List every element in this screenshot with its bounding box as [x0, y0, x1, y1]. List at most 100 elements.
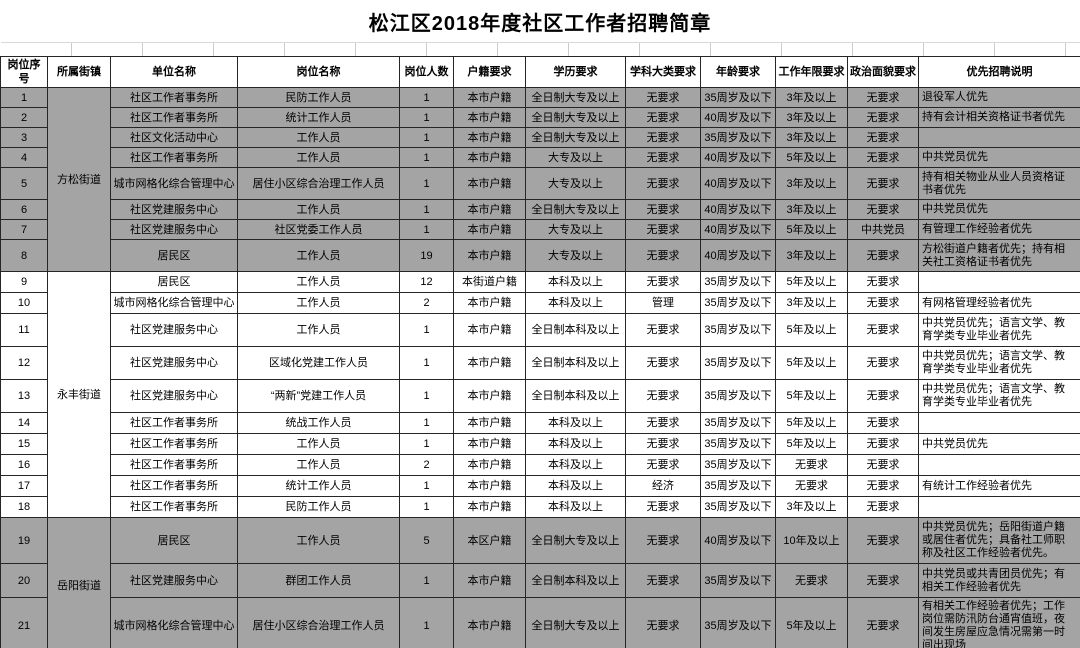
cell-position-count: 1	[399, 219, 454, 240]
cell-age-requirement: 35周岁及以下	[700, 127, 776, 148]
table-row: 16 社区工作者事务所 工作人员 2 本市户籍 本科及以上 无要求 35周岁及以下 无要求 无要求	[0, 454, 1080, 476]
cell-experience-requirement: 3年及以上	[775, 87, 848, 108]
table-row: 2 社区工作者事务所 统计工作人员 1 本市户籍 全日制大专及以上 无要求 40周岁及以下 3年…	[0, 107, 1080, 128]
cell-hukou-requirement: 本市户籍	[453, 597, 526, 648]
cell-education-requirement: 大专及以上	[525, 219, 626, 240]
table-row: 21 城市网格化综合管理中心 居住小区综合治理工作人员 1 本市户籍 全日制大专及以上 无要…	[0, 597, 1080, 648]
cell-priority-note: 有管理工作经验者优先	[918, 219, 1080, 240]
cell-unit-name: 社区党建服务中心	[110, 563, 238, 598]
table-row: 8 居民区 工作人员 19 本市户籍 大专及以上 无要求 40周岁及以下 3年及以上 无要求 方松街…	[0, 239, 1080, 272]
cell-major-requirement: 无要求	[625, 496, 701, 518]
cell-education-requirement: 大专及以上	[525, 147, 626, 168]
cell-hukou-requirement: 本市户籍	[453, 475, 526, 497]
cell-row-no: 5	[0, 167, 48, 200]
cell-unit-name: 社区党建服务中心	[110, 219, 238, 240]
cell-political-requirement: 无要求	[847, 433, 919, 455]
cell-political-requirement: 无要求	[847, 271, 919, 293]
cell-unit-name: 城市网格化综合管理中心	[110, 597, 238, 648]
header-political-requirement: 政治面貌要求	[847, 56, 919, 88]
cell-hukou-requirement: 本市户籍	[453, 239, 526, 272]
cell-row-no: 9	[0, 271, 48, 293]
header-hukou-requirement: 户籍要求	[453, 56, 526, 88]
cell-political-requirement: 无要求	[847, 454, 919, 476]
cell-education-requirement: 全日制大专及以上	[525, 517, 626, 564]
cell-priority-note: 中共党员优先；岳阳街道户籍或居住者优先；具备社工师职称及社区工作经验者优先。	[918, 517, 1080, 564]
cell-hukou-requirement: 本市户籍	[453, 433, 526, 455]
cell-unit-name: 社区工作者事务所	[110, 454, 238, 476]
cell-education-requirement: 全日制本科及以上	[525, 563, 626, 598]
cell-priority-note: 有网格管理经验者优先	[918, 292, 1080, 314]
cell-age-requirement: 35周岁及以下	[700, 313, 776, 347]
cell-major-requirement: 无要求	[625, 239, 701, 272]
blank-gridline-strip	[0, 42, 1080, 57]
header-age-requirement: 年龄要求	[700, 56, 776, 88]
cell-experience-requirement: 3年及以上	[775, 167, 848, 200]
cell-position-count: 1	[399, 475, 454, 497]
cell-age-requirement: 35周岁及以下	[700, 346, 776, 380]
cell-unit-name: 社区工作者事务所	[110, 496, 238, 518]
cell-priority-note	[918, 454, 1080, 476]
cell-position-count: 12	[399, 271, 454, 293]
cell-age-requirement: 35周岁及以下	[700, 597, 776, 648]
cell-education-requirement: 本科及以上	[525, 433, 626, 455]
cell-position-name: 工作人员	[237, 313, 400, 347]
cell-position-name: 工作人员	[237, 199, 400, 220]
cell-position-name: 民防工作人员	[237, 87, 400, 108]
cell-priority-note: 中共党员优先；语言文学、教育学类专业毕业者优先	[918, 346, 1080, 380]
cell-major-requirement: 无要求	[625, 127, 701, 148]
cell-position-name: 统计工作人员	[237, 475, 400, 497]
cell-position-count: 1	[399, 199, 454, 220]
cell-hukou-requirement: 本市户籍	[453, 219, 526, 240]
cell-experience-requirement: 5年及以上	[775, 271, 848, 293]
cell-position-count: 1	[399, 412, 454, 434]
cell-major-requirement: 管理	[625, 292, 701, 314]
cell-political-requirement: 无要求	[847, 167, 919, 200]
cell-experience-requirement: 5年及以上	[775, 147, 848, 168]
cell-major-requirement: 无要求	[625, 87, 701, 108]
header-unit-name: 单位名称	[110, 56, 238, 88]
cell-major-requirement: 无要求	[625, 271, 701, 293]
cell-priority-note: 中共党员或共青团员优先；有相关工作经验者优先	[918, 563, 1080, 598]
cell-unit-name: 城市网格化综合管理中心	[110, 167, 238, 200]
table-row: 1 方松街道 社区工作者事务所 民防工作人员 1 本市户籍 全日制大专及以上 无要求 35周岁及…	[0, 87, 1080, 272]
cell-priority-note	[918, 496, 1080, 518]
cell-priority-note: 方松街道户籍者优先；持有相关社工资格证书者优先	[918, 239, 1080, 272]
cell-education-requirement: 大专及以上	[525, 239, 626, 272]
cell-unit-name: 社区工作者事务所	[110, 147, 238, 168]
cell-hukou-requirement: 本市户籍	[453, 87, 526, 108]
cell-age-requirement: 35周岁及以下	[700, 412, 776, 434]
cell-major-requirement: 无要求	[625, 379, 701, 413]
cell-major-requirement: 无要求	[625, 199, 701, 220]
cell-experience-requirement: 5年及以上	[775, 597, 848, 648]
cell-hukou-requirement: 本市户籍	[453, 147, 526, 168]
cell-education-requirement: 全日制大专及以上	[525, 127, 626, 148]
cell-priority-note: 持有相关物业从业人员资格证书者优先	[918, 167, 1080, 200]
cell-age-requirement: 40周岁及以下	[700, 199, 776, 220]
cell-major-requirement: 无要求	[625, 107, 701, 128]
cell-row-no: 11	[0, 313, 48, 347]
table-row: 7 社区党建服务中心 社区党委工作人员 1 本市户籍 大专及以上 无要求 40周岁及以下 5年及…	[0, 219, 1080, 240]
cell-position-name: 工作人员	[237, 292, 400, 314]
cell-experience-requirement: 5年及以上	[775, 379, 848, 413]
cell-position-name: 工作人员	[237, 127, 400, 148]
cell-priority-note: 有相关工作经验者优先；工作岗位需防汛防台通宵值班，夜间发生房屋应急情况需第一时间…	[918, 597, 1080, 648]
table-row: 15 社区工作者事务所 工作人员 1 本市户籍 本科及以上 无要求 35周岁及以下 5年及以上无…	[0, 433, 1080, 455]
table-row: 18 社区工作者事务所 民防工作人员 1 本市户籍 本科及以上 无要求 35周岁及以下 3年及以…	[0, 496, 1080, 518]
cell-education-requirement: 本科及以上	[525, 475, 626, 497]
cell-education-requirement: 全日制本科及以上	[525, 313, 626, 347]
cell-priority-note	[918, 271, 1080, 293]
cell-major-requirement: 无要求	[625, 219, 701, 240]
cell-position-count: 5	[399, 517, 454, 564]
cell-position-name: “两新”党建工作人员	[237, 379, 400, 413]
cell-political-requirement: 中共党员	[847, 219, 919, 240]
cell-position-count: 1	[399, 597, 454, 648]
cell-row-no: 21	[0, 597, 48, 648]
cell-unit-name: 社区工作者事务所	[110, 475, 238, 497]
cell-political-requirement: 无要求	[847, 517, 919, 564]
cell-row-no: 16	[0, 454, 48, 476]
cell-experience-requirement: 10年及以上	[775, 517, 848, 564]
cell-position-name: 工作人员	[237, 147, 400, 168]
spreadsheet-blank-row	[0, 42, 1080, 57]
cell-major-requirement: 经济	[625, 475, 701, 497]
cell-priority-note	[918, 127, 1080, 148]
